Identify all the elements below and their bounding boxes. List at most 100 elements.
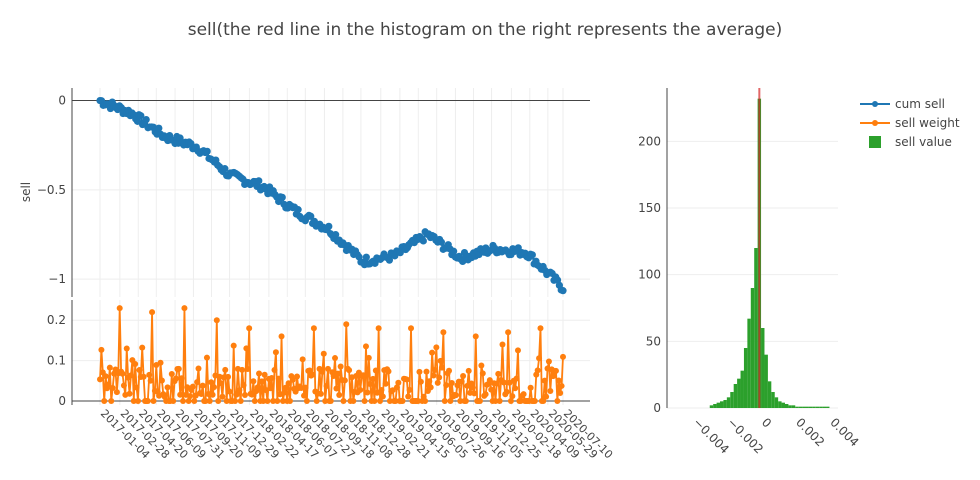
sell-weight-point	[513, 375, 520, 382]
sell-weight-point	[346, 367, 353, 374]
sell-weight-point	[299, 356, 306, 363]
sell-weight-point	[431, 367, 438, 374]
sell-weight-point	[422, 397, 429, 404]
sell-weight-point	[360, 372, 367, 379]
hist-bar	[808, 406, 813, 408]
sell-weight-point	[134, 397, 141, 404]
sell-weight-point	[472, 333, 479, 340]
sell-weight-point	[147, 377, 154, 384]
cum-sell-point	[221, 165, 229, 173]
sell-weight-point	[106, 364, 113, 371]
cum-sell-point	[419, 237, 427, 245]
sell-weight-point	[437, 357, 444, 364]
cum-sell-point	[307, 212, 315, 220]
sell-weight-point	[505, 329, 512, 336]
cum-sell-point	[437, 238, 445, 246]
sell-weight-point	[440, 329, 447, 336]
sell-weight-point	[233, 391, 240, 398]
sell-weight-point	[222, 366, 229, 373]
sell-weight-point	[130, 397, 137, 404]
sell-weight-point	[123, 345, 130, 352]
sell-weight-point	[278, 333, 285, 340]
sell-weight-point	[126, 390, 133, 397]
hist-bar	[802, 406, 806, 408]
sell-weight-point	[178, 375, 185, 382]
hist-bar	[713, 404, 717, 408]
cum-sell-point	[294, 206, 302, 214]
sell-weight-point	[248, 391, 255, 398]
hist-y-tick-label: 50	[646, 334, 661, 348]
sell-weight-point	[537, 325, 544, 332]
sell-weight-point	[324, 365, 331, 372]
sell-weight-point	[202, 397, 209, 404]
hist-bar	[778, 401, 782, 408]
sell-weight-point	[119, 370, 126, 377]
sell-weight-point	[206, 397, 213, 404]
sell-weight-point	[237, 397, 244, 404]
sell-weight-point	[172, 375, 179, 382]
sell-weight-point	[462, 397, 469, 404]
sell-weight-point	[507, 397, 514, 404]
y-tick-label: −1	[48, 272, 66, 286]
sell-weight-point	[499, 341, 506, 348]
sell-weight-point	[264, 397, 271, 404]
cum-sell-point	[459, 257, 467, 266]
sell-weight-point	[226, 388, 233, 395]
sell-weight-point	[443, 382, 450, 389]
hist-bar	[788, 405, 792, 408]
sell-weight-point	[246, 325, 253, 332]
legend-item-cum-sell[interactable]: cum sell	[860, 94, 960, 113]
hist-y-tick-label: 150	[638, 201, 661, 215]
hist-bar	[784, 404, 789, 408]
axes-layer: 2017-01-042017-02-282017-04-202017-06-09…	[37, 88, 862, 461]
legend-item-sell-value[interactable]: sell value	[860, 132, 960, 151]
sell-weight-point	[460, 373, 467, 380]
sell-weight-point	[520, 391, 527, 398]
sell-weight-point	[170, 397, 177, 404]
sell-weight-point	[365, 354, 372, 361]
sell-weight-point	[319, 368, 326, 375]
hist-bar	[805, 406, 809, 408]
y-tick-label: 0.2	[47, 313, 66, 327]
sell-weight-point	[433, 344, 440, 351]
sell-weight-point	[108, 397, 115, 404]
hist-bar	[771, 392, 775, 408]
hist-bar	[826, 406, 830, 408]
sell-weight-point	[175, 365, 182, 372]
legend-item-sell-weight[interactable]: sell weight	[860, 113, 960, 132]
sell-weight-point	[272, 349, 279, 356]
hist-bar	[798, 406, 803, 408]
sell-weight-point	[189, 383, 196, 390]
sell-weight-point	[279, 397, 286, 404]
sell-weight-point	[416, 368, 423, 375]
legend-symbol-square	[869, 135, 881, 148]
sell-weight-point	[254, 384, 261, 391]
sell-weight-point	[136, 367, 143, 374]
sell-weight-point	[275, 375, 282, 382]
sell-weight-point	[309, 371, 316, 378]
sell-weight-point	[149, 309, 156, 316]
sell-weight-point	[486, 377, 493, 384]
hist-bar	[764, 354, 768, 408]
cum-sell-line	[99, 99, 564, 292]
sell-weight-point	[357, 386, 364, 393]
sell-weight-point	[457, 397, 464, 404]
hist-bar	[737, 378, 741, 408]
sell-weight-point	[453, 392, 460, 399]
sell-weight-point	[389, 387, 396, 394]
hist-bar	[774, 397, 779, 408]
sell-weight-point	[545, 358, 552, 365]
sell-weight-point	[399, 397, 406, 404]
y-tick-label: 0	[58, 394, 66, 408]
cum-sell-point	[559, 287, 567, 295]
sell-weight-point	[146, 371, 153, 378]
sell-weight-point	[438, 364, 445, 371]
sell-weight-point	[362, 343, 369, 350]
sell-weight-point	[181, 305, 188, 312]
sell-weight-point	[517, 397, 524, 404]
cum-sell-point	[255, 177, 263, 185]
sell-weight-point	[327, 397, 334, 404]
sell-weight-point	[301, 392, 308, 399]
sell-weight-point	[395, 379, 402, 386]
sell-weight-point	[543, 393, 550, 400]
